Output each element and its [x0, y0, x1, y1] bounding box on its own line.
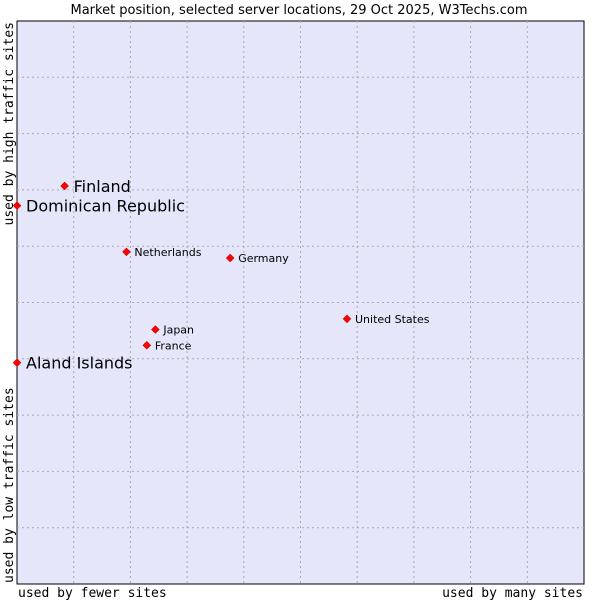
point-label: Dominican Republic [26, 197, 185, 216]
point-japan: Japan [150, 324, 194, 337]
chart-title: Market position, selected server locatio… [70, 3, 527, 18]
point-label: Aland Islands [26, 354, 133, 373]
point-marker [150, 325, 160, 334]
point-label: United States [355, 313, 430, 326]
point-marker [122, 247, 131, 257]
y-axis-label-bottom: used by low traffic sites [2, 387, 17, 583]
point-finland: Finland [60, 177, 131, 196]
point-label: Germany [238, 252, 289, 265]
x-axis-label-left: used by fewer sites [18, 586, 167, 600]
point-marker [12, 201, 22, 211]
point-marker [12, 358, 22, 368]
point-dominican-republic: Dominican Republic [12, 197, 185, 216]
point-label: France [155, 339, 192, 352]
point-marker [225, 253, 235, 263]
point-united-states: United States [342, 313, 430, 326]
point-france: France [142, 339, 192, 352]
point-marker [60, 181, 69, 191]
grid-lines [17, 21, 584, 584]
point-label: Finland [74, 177, 131, 196]
point-aland-islands: Aland Islands [12, 354, 133, 373]
point-label: Japan [162, 324, 194, 337]
point-germany: Germany [225, 252, 289, 265]
point-marker [142, 340, 152, 350]
point-label: Netherlands [134, 246, 201, 259]
point-marker [342, 314, 352, 324]
point-netherlands: Netherlands [122, 246, 202, 259]
x-axis-label-right: used by many sites [442, 586, 583, 600]
y-axis-label-top: used by high traffic sites [2, 22, 17, 226]
